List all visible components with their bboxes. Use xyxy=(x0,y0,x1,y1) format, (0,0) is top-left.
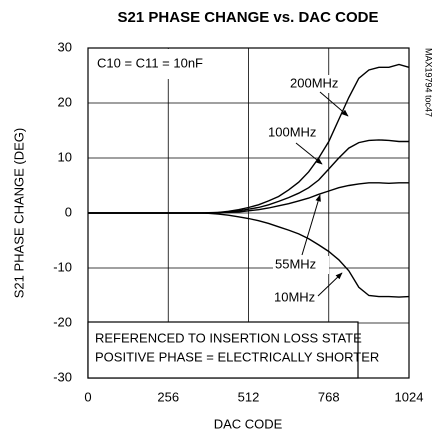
annotation: 10MHz xyxy=(274,289,315,304)
annotation: 200MHz xyxy=(290,75,338,90)
y-tick-label: -10 xyxy=(53,259,72,274)
x-axis-label: DAC CODE xyxy=(214,416,283,431)
x-tick-label: 768 xyxy=(318,389,340,404)
x-tick-label: 0 xyxy=(84,389,91,404)
x-tick-label: 1024 xyxy=(395,389,424,404)
annotation: POSITIVE PHASE = ELECTRICALLY SHORTER xyxy=(95,349,379,364)
y-axis-label: S21 PHASE CHANGE (DEG) xyxy=(11,128,26,299)
note-box xyxy=(89,49,207,79)
note-box xyxy=(87,321,359,379)
annotation: REFERENCED TO INSERTION LOSS STATE xyxy=(95,330,362,345)
annotation: 55MHz xyxy=(275,256,316,271)
y-tick-label: 0 xyxy=(65,204,72,219)
watermark: MAX19794 toc47 xyxy=(424,48,434,117)
x-tick-label: 512 xyxy=(238,389,260,404)
y-tick-label: -30 xyxy=(53,369,72,384)
label-bg xyxy=(288,75,344,93)
annotation: C10 = C11 = 10nF xyxy=(97,55,203,70)
arrow xyxy=(295,142,323,165)
label-bg xyxy=(272,289,328,307)
x-tick-label: 256 xyxy=(157,389,179,404)
arrow xyxy=(301,194,321,256)
y-tick-label: 30 xyxy=(58,39,72,54)
y-tick-label: 20 xyxy=(58,94,72,109)
arrow xyxy=(319,91,349,117)
label-bg xyxy=(266,124,322,142)
chart-title: S21 PHASE CHANGE vs. DAC CODE xyxy=(118,9,379,26)
label-bg xyxy=(273,256,329,274)
y-tick-label: -20 xyxy=(53,314,72,329)
y-tick-label: 10 xyxy=(58,149,72,164)
annotation: 100MHz xyxy=(268,124,316,139)
line-series xyxy=(88,212,410,298)
arrow xyxy=(317,272,343,297)
